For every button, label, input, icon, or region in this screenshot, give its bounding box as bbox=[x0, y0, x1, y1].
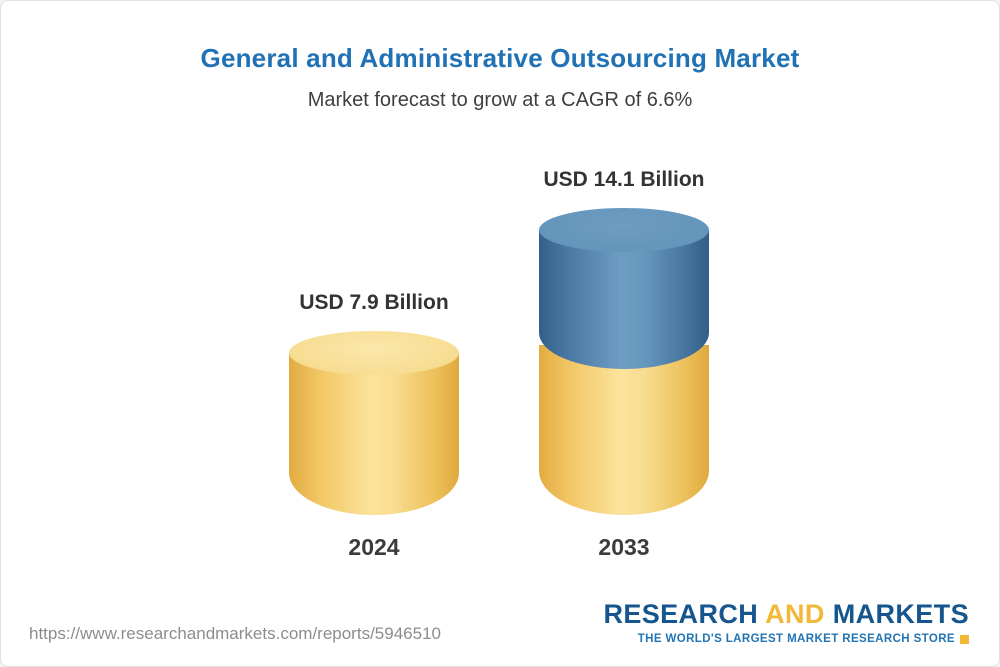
value-label-2024: USD 7.9 Billion bbox=[299, 291, 449, 314]
chart-title: General and Administrative Outsourcing M… bbox=[200, 43, 800, 73]
logo-tagline-text: THE WORLD'S LARGEST MARKET RESEARCH STOR… bbox=[637, 633, 955, 645]
bar-2024-cylinder-body bbox=[289, 353, 459, 515]
bar-2033-cylinder-growth-segment bbox=[539, 230, 709, 369]
logo-wordmark: RESEARCH AND MARKETS bbox=[603, 601, 969, 628]
bar-2033-cylinder-base-segment bbox=[539, 345, 709, 515]
bar-2033-cylinder-top bbox=[539, 208, 709, 252]
category-label-2024: 2024 bbox=[348, 534, 400, 560]
category-label-2033: 2033 bbox=[598, 534, 650, 560]
logo-word-and: AND bbox=[765, 599, 825, 629]
logo-word-markets: MARKETS bbox=[832, 599, 969, 629]
report-url: https://www.researchandmarkets.com/repor… bbox=[29, 624, 441, 643]
value-label-2033: USD 14.1 Billion bbox=[543, 168, 705, 191]
chart-subtitle: Market forecast to grow at a CAGR of 6.6… bbox=[307, 89, 693, 111]
research-and-markets-logo: RESEARCH AND MARKETS THE WORLD'S LARGEST… bbox=[603, 601, 969, 645]
logo-tagline-row: THE WORLD'S LARGEST MARKET RESEARCH STOR… bbox=[603, 633, 969, 645]
logo-word-research: RESEARCH bbox=[603, 599, 759, 629]
logo-gold-square-icon bbox=[960, 634, 969, 644]
bar-2024-cylinder-top bbox=[289, 331, 459, 375]
